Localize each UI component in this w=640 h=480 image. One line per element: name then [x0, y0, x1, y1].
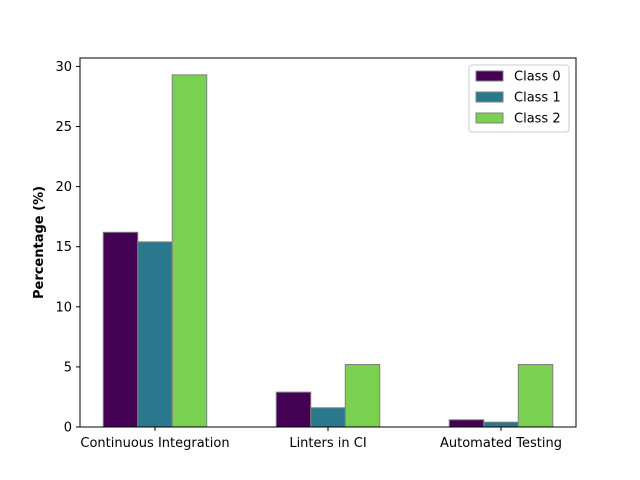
bar-class-0-2 [448, 419, 485, 428]
legend-swatch [475, 91, 504, 103]
legend-swatch [475, 70, 504, 82]
y-tick-label: 10 [55, 300, 72, 315]
y-tick-label: 30 [55, 60, 72, 75]
y-tick-label: 0 [64, 421, 72, 436]
legend-swatch [475, 112, 504, 124]
bar-class-1-0 [137, 241, 173, 428]
y-tick-label: 20 [55, 180, 72, 195]
bar-class-0-1 [275, 391, 312, 428]
x-tick-label: Linters in CI [289, 436, 366, 451]
bars-group [102, 74, 554, 428]
x-tick-label: Automated Testing [440, 436, 562, 451]
bar-class-2-0 [171, 74, 208, 428]
bar-class-1-1 [310, 407, 346, 428]
x-tick-label: Continuous Integration [80, 436, 229, 451]
y-tick-label: 5 [64, 360, 72, 375]
bar-class-2-2 [517, 363, 554, 428]
legend-label: Class 0 [514, 70, 561, 85]
y-tick-label: 15 [55, 240, 72, 255]
y-tick-label: 25 [55, 120, 72, 135]
y-axis: 0 5 10 15 20 25 30 [55, 60, 80, 436]
legend: Class 0 Class 1 Class 2 [468, 64, 570, 133]
y-axis-label: Percentage (%) [32, 186, 47, 299]
bar-class-2-1 [344, 363, 381, 428]
legend-label: Class 1 [514, 91, 561, 106]
x-axis: Continuous Integration Linters in CI Autom… [80, 427, 562, 451]
bar-class-0-0 [102, 231, 139, 428]
legend-label: Class 2 [514, 112, 561, 127]
bar-class-1-2 [483, 421, 519, 428]
